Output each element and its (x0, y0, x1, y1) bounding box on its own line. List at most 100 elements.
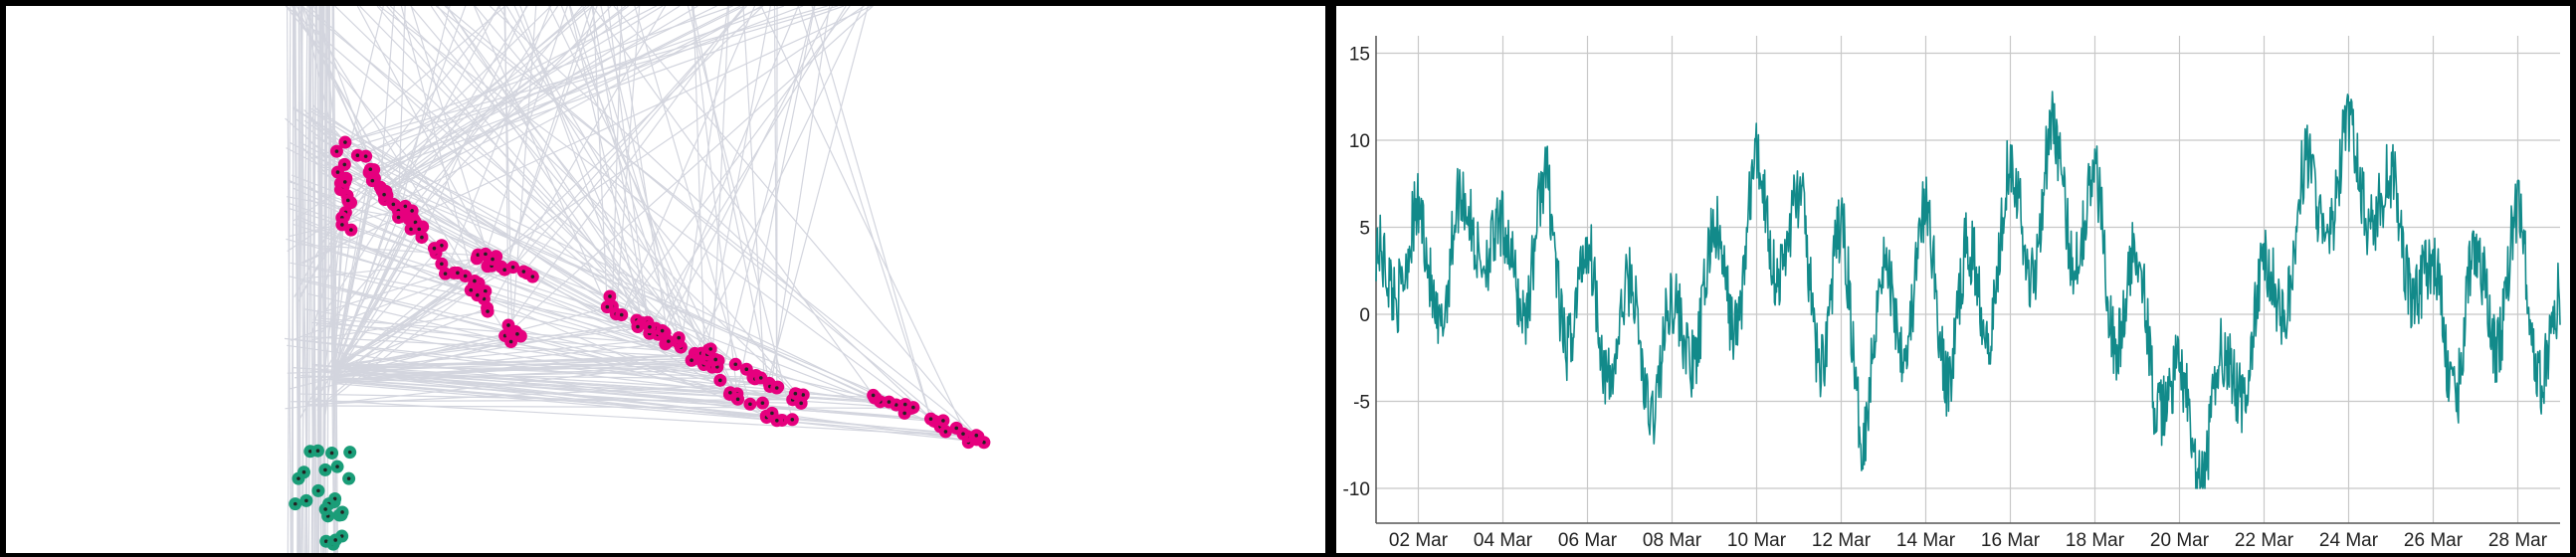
graph-edge (307, 198, 704, 366)
graph-node-center (748, 402, 752, 407)
graph-edge (333, 377, 798, 396)
x-tick-label: 18 Mar (2066, 530, 2125, 551)
graph-node-center (409, 227, 413, 232)
graph-node-center (954, 426, 959, 431)
graph-node-center (677, 335, 682, 340)
graph-edge (811, 6, 932, 420)
graph-edge (381, 6, 630, 192)
graph-node-center (316, 488, 320, 493)
graph-node-center (521, 270, 526, 274)
graph-edge (333, 365, 876, 399)
x-tick-label: 14 Mar (1896, 530, 1956, 551)
graph-edge (407, 6, 583, 214)
graph-edge (333, 266, 489, 379)
graph-node-center (728, 390, 732, 395)
x-tick-label: 20 Mar (2150, 530, 2210, 551)
time-series-chart: -10 -5 0 5 10 15 02 Mar 04 Mar 06 Mar 08 Mar 10 M… (1343, 36, 2561, 551)
graph-edge (333, 326, 651, 367)
graph-node-center (902, 411, 906, 416)
graph-node-center (775, 418, 779, 423)
graph-edge (333, 332, 512, 370)
graph-edge (437, 6, 719, 361)
x-tick-label: 28 Mar (2488, 530, 2548, 551)
graph-edge (693, 6, 705, 358)
chart-axes (1375, 36, 2560, 524)
x-tick-label: 22 Mar (2235, 530, 2294, 551)
x-tick-label: 12 Mar (1812, 530, 1872, 551)
graph-edge (333, 353, 707, 369)
graph-edge (322, 6, 328, 553)
graph-node-center (417, 227, 422, 232)
graph-edge (300, 6, 304, 553)
graph-edge (615, 6, 641, 314)
graph-edge (371, 6, 552, 182)
graph-node-center (335, 464, 339, 468)
graph-edge (341, 6, 681, 226)
graph-node-center (346, 476, 351, 480)
graph-node-center (636, 324, 640, 329)
graph-node-center (307, 449, 312, 454)
graph-edge (582, 6, 693, 361)
graph-edge (616, 6, 670, 342)
graph-node-center (484, 252, 488, 257)
graph-edge (446, 6, 664, 331)
graph-node-center (708, 347, 712, 351)
graph-node-center (790, 418, 795, 422)
graph-edge (359, 6, 713, 368)
graph-node-center (432, 246, 437, 251)
graph-edge (333, 205, 396, 372)
graph-edge (333, 373, 755, 380)
graph-node-center (349, 228, 353, 232)
graph-node-center (871, 393, 876, 398)
graph-node-center (608, 294, 612, 298)
graph-edge (344, 6, 828, 143)
graph-node-center (304, 498, 308, 503)
graph-node-center (760, 401, 765, 405)
graph-edge (333, 172, 370, 368)
graph-node-center (323, 507, 327, 511)
graph-node-center (530, 275, 535, 278)
graph-node-center (799, 401, 803, 406)
graph-node-center (473, 278, 477, 283)
graph-edge (297, 140, 608, 308)
graph-edge (333, 226, 424, 377)
graph-edge (773, 6, 778, 389)
graph-node-center (733, 362, 738, 367)
graph-edge (704, 6, 771, 359)
graph-edge (317, 6, 320, 553)
graph-edge (497, 6, 718, 368)
graph-edge (333, 382, 968, 438)
graph-edge (333, 379, 964, 435)
graph-edge (410, 6, 490, 259)
graph-edge (333, 178, 375, 368)
graph-node-center (475, 292, 480, 297)
graph-node-center (323, 467, 327, 472)
graph-edges (284, 6, 985, 553)
graph-edge (797, 6, 932, 420)
x-tick-label: 04 Mar (1474, 530, 1533, 551)
graph-node-center (340, 510, 344, 514)
graph-node-center (420, 235, 424, 240)
graph-node-center (718, 378, 722, 383)
y-tick-label: -10 (1343, 479, 1370, 500)
graph-node-center (297, 476, 300, 480)
graph-edge (376, 6, 659, 335)
graph-edge (314, 268, 914, 409)
graph-node-center (332, 496, 337, 501)
x-tick-label: 02 Mar (1389, 530, 1449, 551)
graph-node-center (510, 265, 515, 270)
graph-edge (304, 308, 778, 388)
graph-node-center (508, 339, 513, 344)
graph-node-center (334, 149, 339, 153)
graph-node-center (355, 153, 360, 158)
graph-node-center (648, 324, 652, 329)
graph-edge (346, 6, 664, 197)
x-tick-label: 06 Mar (1558, 530, 1618, 551)
graph-node-center (801, 393, 806, 397)
graph-node-center (793, 391, 798, 396)
x-tick-labels: 02 Mar 04 Mar 06 Mar 08 Mar 10 Mar 12 Mar 14 M… (1389, 530, 2548, 551)
graph-edge (333, 343, 666, 377)
graph-node-center (928, 417, 933, 421)
graph-node-center (443, 272, 448, 276)
graph-edge (310, 6, 317, 553)
